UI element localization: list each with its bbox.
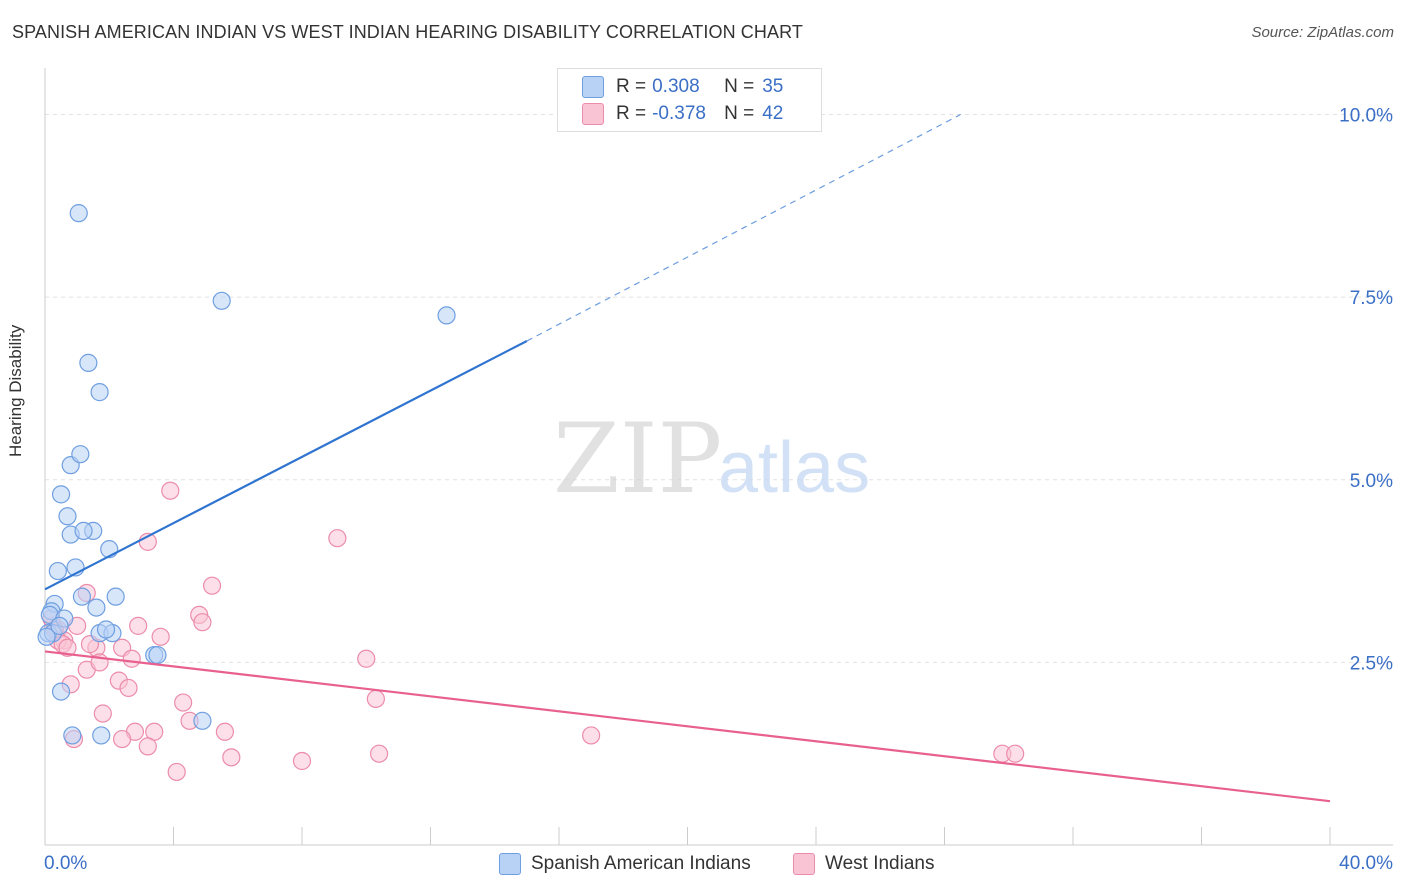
legend-n-label: N = [724, 76, 755, 97]
west-indian-point [328, 529, 347, 548]
west-indian-point [292, 751, 312, 771]
spanish-american-indian-point [71, 445, 90, 464]
y-tick-label: 5.0% [1350, 471, 1393, 492]
bottom-legend-west-indians[interactable]: West Indians [793, 852, 934, 876]
west-indian-point [174, 693, 193, 712]
spanish-american-indian-point [51, 485, 71, 504]
bottom-legend-swatch-blue [499, 853, 521, 875]
legend-r-label: R = [616, 76, 647, 97]
spanish-american-indian-point [193, 711, 212, 730]
west-indian-point [193, 613, 212, 632]
chart-title: SPANISH AMERICAN INDIAN VS WEST INDIAN H… [12, 22, 803, 42]
spanish-american-indian-point [106, 587, 125, 606]
west-indian-point [161, 481, 180, 500]
legend-swatch-pink [582, 103, 604, 125]
west-indian-point [58, 638, 77, 657]
spanish-american-indian-point [63, 726, 82, 745]
spanish-american-indian-point [148, 645, 167, 665]
bottom-legend-label: West Indians [825, 853, 935, 874]
west-indian-point [370, 744, 389, 763]
west-indian-point [151, 627, 170, 646]
legend-swatch-blue [582, 76, 604, 98]
legend-n-label: N = [724, 103, 755, 124]
legend-row-spanish-american-indians: R = 0.308 N = 35 [582, 74, 783, 100]
y-tick-label: 2.5% [1350, 653, 1393, 674]
bottom-legend-spanish-american-indians[interactable]: Spanish American Indians [499, 852, 751, 876]
spanish-american-indian-point [74, 521, 93, 540]
spanish-american-indian-point [90, 383, 109, 402]
spanish-american-indian-point [72, 587, 92, 606]
spanish-american-indian-point [92, 726, 111, 745]
west-indian-point [366, 689, 385, 709]
west-indian-point [582, 726, 601, 745]
spanish-american-indian-point [51, 682, 71, 701]
spanish-american-indian-point [50, 616, 69, 635]
spanish-american-indian-point [69, 204, 88, 223]
west-indian-point [1006, 744, 1025, 763]
bottom-legend-swatch-pink [793, 853, 815, 875]
west-indian-point [93, 704, 112, 723]
correlation-legend: R = 0.308 N = 35 R = -0.378 N = 42 [557, 68, 822, 132]
west-indian-point [167, 762, 186, 782]
legend-n-value: 42 [762, 103, 784, 124]
spanish-american-indian-trendline [44, 339, 528, 591]
west-indian-point [112, 729, 132, 749]
spanish-american-indian-point [96, 620, 116, 639]
source-label: Source: ZipAtlas.com [1251, 24, 1394, 41]
bottom-legend-label: Spanish American Indians [531, 853, 751, 874]
west-indian-point [215, 722, 234, 741]
west-indian-point [138, 737, 157, 756]
west-indian-trendline [44, 650, 1331, 803]
west-indian-point [222, 748, 241, 767]
spanish-american-indian-point [87, 598, 106, 617]
spanish-american-indian-point [58, 507, 77, 526]
spanish-american-indian-point [37, 627, 56, 646]
watermark-zip: ZIP [553, 403, 722, 515]
spanish-american-indian-point [79, 353, 98, 372]
x-tick-label: 40.0% [1339, 853, 1393, 874]
legend-r-label: R = [616, 103, 647, 124]
legend-n-value: 35 [762, 76, 784, 97]
spanish-american-indian-trendline-extension [526, 113, 961, 342]
legend-r-value: 0.308 [652, 76, 700, 97]
spanish-american-indian-point [48, 561, 67, 581]
x-tick-label: 0.0% [44, 853, 87, 874]
west-indian-point [129, 616, 148, 635]
spanish-american-indian-point [212, 291, 231, 310]
y-tick-label: 10.0% [1339, 106, 1393, 127]
west-indian-point [122, 649, 141, 668]
west-indian-point [202, 576, 222, 595]
legend-row-west-indians: R = -0.378 N = 42 [582, 101, 783, 127]
spanish-american-indian-point [437, 306, 456, 325]
west-indian-point [357, 649, 376, 668]
watermark-atlas: atlas [718, 428, 870, 508]
legend-r-value: -0.378 [652, 103, 706, 124]
y-tick-label: 7.5% [1350, 288, 1393, 309]
west-indian-point [119, 678, 138, 698]
